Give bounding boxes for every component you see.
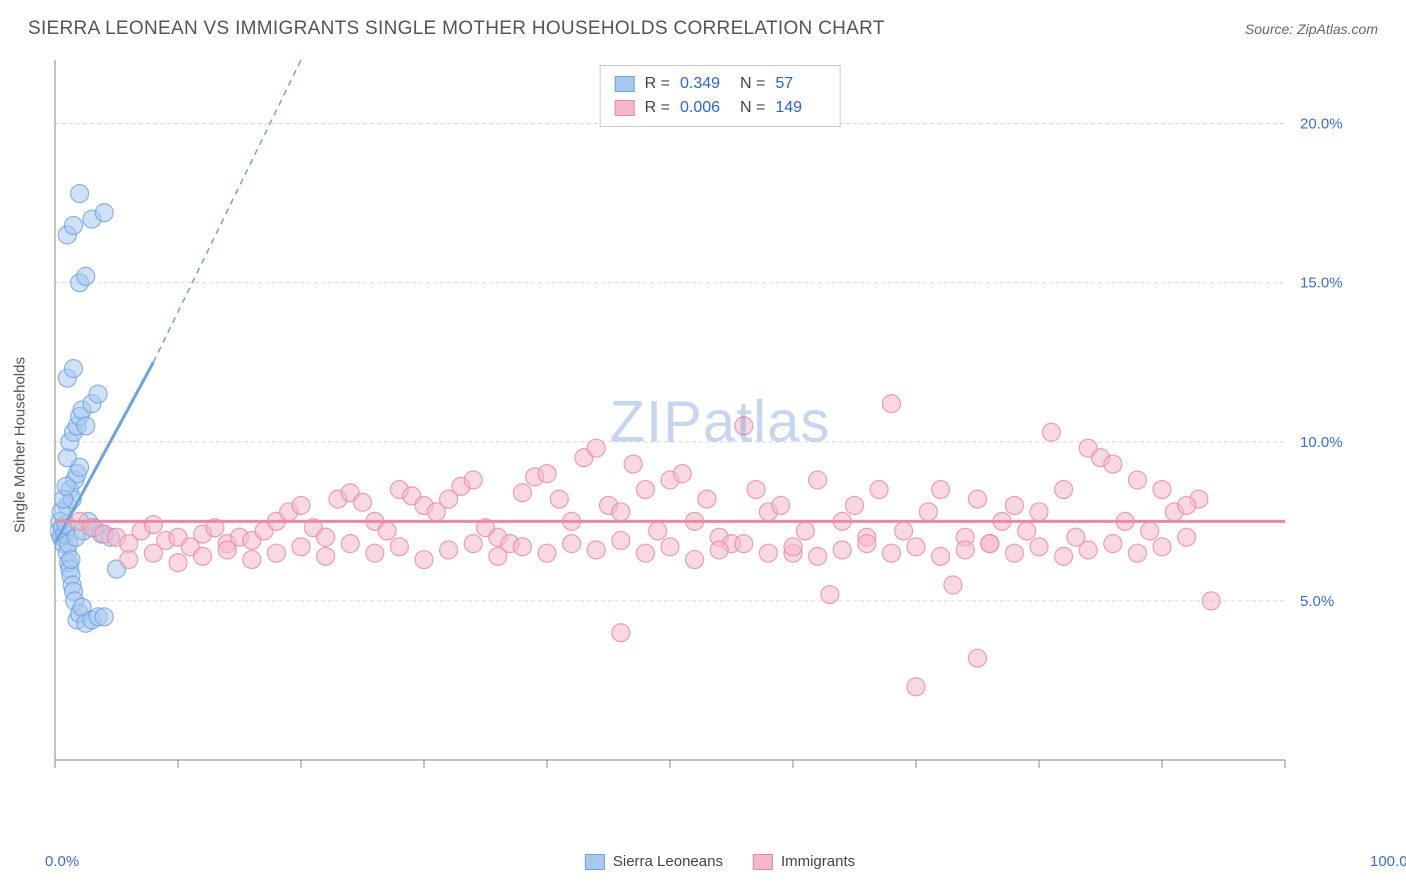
y-axis-label: Single Mother Households [12,357,29,533]
stats-row: R = 0.349 N = 57 [615,72,826,96]
legend: Sierra Leoneans Immigrants [585,853,855,870]
stats-row: R = 0.006 N = 149 [615,96,826,120]
stats-n-value: 149 [775,96,825,120]
legend-swatch-pink [753,854,773,870]
chart-source: Source: ZipAtlas.com [1245,21,1378,37]
stats-swatch-pink [615,100,635,116]
stats-r-value: 0.349 [680,72,730,96]
stats-n-value: 57 [775,72,825,96]
chart-title: SIERRA LEONEAN VS IMMIGRANTS SINGLE MOTH… [28,18,885,40]
legend-item: Immigrants [753,853,855,870]
stats-n-label: N = [740,96,765,120]
stats-swatch-blue [615,76,635,92]
stats-n-label: N = [740,72,765,96]
svg-text:20.0%: 20.0% [1300,116,1343,133]
x-tick-label: 100.0% [1370,853,1406,870]
stats-r-label: R = [645,96,670,120]
svg-text:15.0%: 15.0% [1300,275,1343,292]
stats-r-label: R = [645,72,670,96]
legend-label: Immigrants [781,853,855,870]
scatter-plot: 5.0% 10.0% 15.0% 20.0% [50,55,1390,835]
chart-header: SIERRA LEONEAN VS IMMIGRANTS SINGLE MOTH… [0,0,1406,52]
chart-area: Single Mother Households 5.0%10.0%15.0%2… [50,55,1390,835]
legend-item: Sierra Leoneans [585,853,723,870]
legend-label: Sierra Leoneans [613,853,723,870]
svg-text:5.0%: 5.0% [1300,593,1334,610]
svg-text:10.0%: 10.0% [1300,434,1343,451]
legend-swatch-blue [585,854,605,870]
stats-r-value: 0.006 [680,96,730,120]
stats-box: R = 0.349 N = 57 R = 0.006 N = 149 [600,65,841,127]
x-tick-label: 0.0% [45,853,79,870]
